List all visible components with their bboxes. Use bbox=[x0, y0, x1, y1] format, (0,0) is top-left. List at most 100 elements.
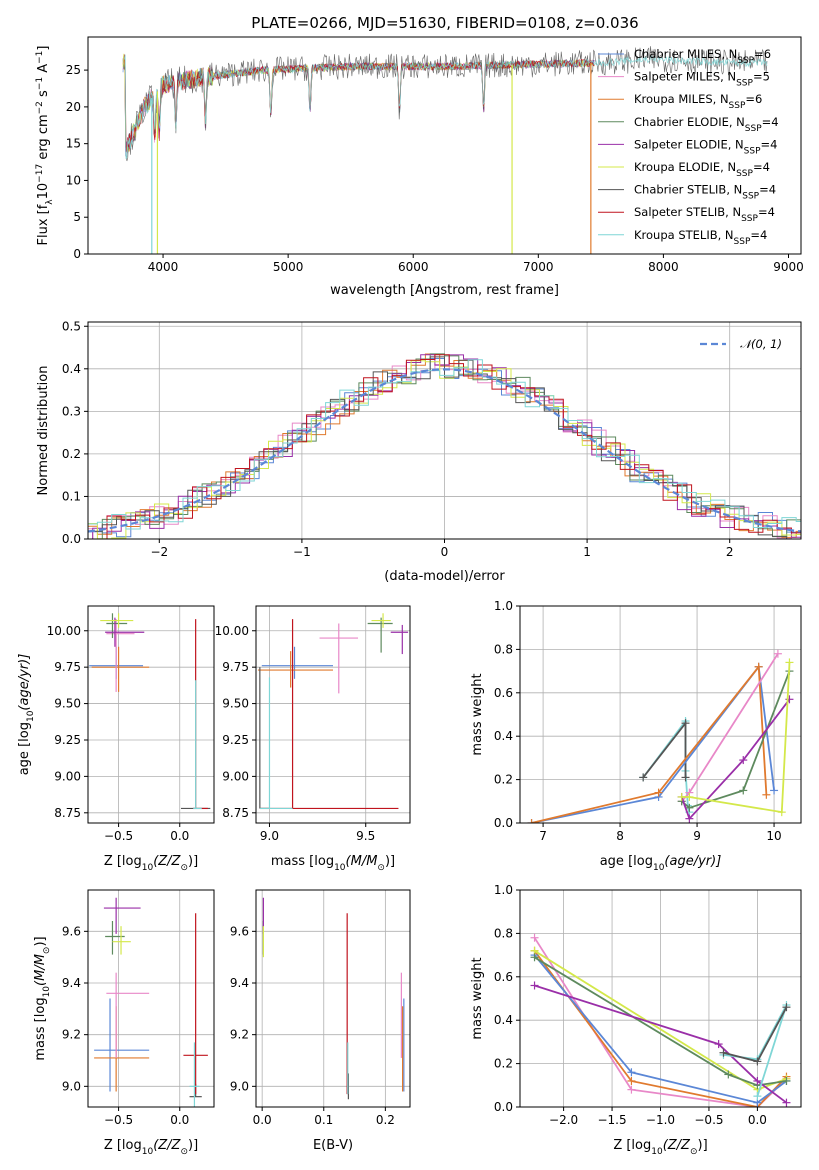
legend-entry-label-part: SSP bbox=[737, 56, 754, 66]
legend-entry-label: Salpeter MILES, NSSP=5 bbox=[634, 70, 770, 89]
weight-vs-Z-marker bbox=[714, 1040, 723, 1049]
weight-vs-age-marker bbox=[770, 786, 779, 795]
spectrum-ylabel-part: ] bbox=[36, 46, 51, 51]
histogram-legend-label: 𝒩(0, 1) bbox=[740, 337, 782, 351]
mass-vs-EBV-ytick-label: 9.0 bbox=[230, 1079, 249, 1093]
mass-vs-ebv-panel: 0.0 0.1 0.2 9.0 9.2 9.4 9.6 E(B-V) bbox=[230, 889, 411, 1153]
spectrum-ytick-label: 15 bbox=[66, 137, 81, 151]
mass-vs-Z-ylabel-part: 10 bbox=[42, 986, 52, 998]
spectrum-xtick-label: 7000 bbox=[523, 260, 554, 274]
spectrum-axes-frame bbox=[87, 36, 802, 255]
figure-title: PLATE=0266, MJD=51630, FIBERID=0108, z=0… bbox=[251, 14, 638, 32]
mass-vs-Z-ytick-label: 9.4 bbox=[62, 976, 81, 990]
weight-vs-age-marker bbox=[739, 786, 748, 795]
legend-entry-label-part: =4 bbox=[759, 183, 776, 197]
weight-vs-age-marker bbox=[685, 792, 694, 801]
legend-entry-label-part: =4 bbox=[750, 228, 767, 242]
age-vs-Z-ytick-label: 8.75 bbox=[54, 806, 81, 820]
legend-entry-label-part: =5 bbox=[753, 70, 770, 84]
spectrum-ylabel-part: erg cm bbox=[36, 114, 51, 163]
legend-entry-label-part: SSP bbox=[745, 124, 762, 134]
mass-vs-EBV-ytick-label: 9.2 bbox=[230, 1028, 249, 1042]
age-vs-Z-xtick-label: −0.5 bbox=[104, 829, 133, 843]
spectrum-ytick-label: 20 bbox=[66, 100, 81, 114]
spectrum-xlabel: wavelength [Angstrom, rest frame] bbox=[330, 283, 559, 298]
weight-vs-age-marker bbox=[739, 756, 748, 765]
age-vs-mass-points bbox=[257, 613, 409, 810]
weight-vs-Z-xtick-label: 0.0 bbox=[748, 1113, 767, 1127]
age-vs-mass-ytick-label: 8.75 bbox=[222, 806, 249, 820]
mass-vs-Z-ylabel-part: mass [log bbox=[33, 997, 48, 1060]
weight-vs-age-marker bbox=[677, 792, 686, 801]
legend-entry-label-part: Chabrier STELIB, N bbox=[634, 183, 742, 197]
weight-vs-Z-xlabel-part: )] bbox=[698, 1138, 708, 1153]
weight-vs-age-marker bbox=[527, 819, 536, 823]
mass-vs-EBV-axes-frame bbox=[255, 889, 411, 1108]
age-vs-Z-xlabel-part: (Z/Z bbox=[153, 854, 181, 869]
weight-vs-Z-xlabel: Z [log10(Z/Z⊙)] bbox=[613, 1138, 707, 1157]
age-vs-mass-errorbar-point bbox=[371, 613, 391, 628]
weight-vs-Z-marker bbox=[782, 1076, 791, 1085]
weight-vs-age-lines bbox=[527, 649, 794, 823]
mass-vs-EBV-points bbox=[262, 897, 405, 1100]
weight-vs-age-ytick-label: 0.2 bbox=[494, 773, 513, 787]
histogram-xtick-label: −2 bbox=[150, 545, 168, 559]
spectrum-ylabel-part: −2 bbox=[35, 101, 45, 114]
weight-vs-Z-xlabel-part: 10 bbox=[651, 1147, 663, 1157]
weight-vs-Z-marker bbox=[753, 1076, 762, 1085]
weight-vs-age-xlabel-part: (age/yr)] bbox=[664, 854, 721, 869]
histogram-xtick-label: −1 bbox=[293, 545, 311, 559]
legend-entry-label-part: Salpeter STELIB, N bbox=[634, 205, 741, 219]
spectrum-ytick-label: 0 bbox=[73, 247, 81, 261]
age-vs-Z-ytick-label: 9.25 bbox=[54, 733, 81, 747]
spectrum-ylabel-part: 10 bbox=[36, 183, 51, 200]
age-vs-Z-xlabel-part: )] bbox=[188, 854, 198, 869]
mass-vs-Z-errorbar-point bbox=[106, 972, 150, 1058]
spectrum-xtick-label: 4000 bbox=[148, 260, 179, 274]
legend-entry-label: Chabrier STELIB, NSSP=4 bbox=[634, 183, 776, 202]
legend-entry-label-part: =6 bbox=[754, 47, 771, 61]
age-vs-Z-errorbar-point bbox=[106, 619, 135, 692]
mass-vs-Z-points bbox=[94, 897, 208, 1107]
weight-vs-age-ytick-label: 0.4 bbox=[494, 729, 513, 743]
mass-vs-Z-xtick-label: −0.5 bbox=[104, 1113, 133, 1127]
histogram-ytick-label: 0.5 bbox=[62, 319, 81, 333]
weight-vs-Z-xlabel-part: (Z/Z bbox=[663, 1138, 691, 1153]
weight-vs-Z-xtick-label: −0.5 bbox=[694, 1113, 723, 1127]
age-vs-mass-errorbar-point bbox=[319, 623, 359, 694]
weight-vs-Z-xlabel-part: ⊙ bbox=[690, 1147, 698, 1157]
weight-vs-Z-xlabel-part: Z [log bbox=[613, 1138, 651, 1153]
histogram-series-7 bbox=[88, 354, 801, 539]
weight-vs-age-series-line bbox=[680, 698, 791, 821]
spectrum-ytick-label: 10 bbox=[66, 173, 81, 187]
legend-entry-label-part: SSP bbox=[741, 214, 758, 224]
histogram-ytick-label: 0.0 bbox=[62, 532, 81, 546]
age-vs-Z-ytick-label: 9.75 bbox=[54, 660, 81, 674]
mass-vs-EBV-xtick-label: 0.1 bbox=[314, 1113, 333, 1127]
mass-vs-EBV-ytick-label: 9.6 bbox=[230, 924, 249, 938]
age-vs-mass-xlabel-part: (M/M bbox=[346, 854, 378, 869]
weight-vs-age-xtick-label: 8 bbox=[616, 829, 624, 843]
legend-entry-label-part: Chabrier ELODIE, N bbox=[634, 115, 745, 129]
legend-entry-label-part: =4 bbox=[761, 137, 778, 151]
age-vs-mass-axes-frame bbox=[255, 605, 411, 824]
mass-vs-Z-xlabel-part: )] bbox=[188, 1138, 198, 1153]
weight-vs-Z-marker bbox=[719, 1048, 728, 1057]
legend-entry-label-part: =4 bbox=[753, 160, 770, 174]
mass-vs-EBV-xlabel: E(B-V) bbox=[313, 1138, 353, 1153]
legend-entry-label-part: SSP bbox=[744, 146, 761, 156]
legend-entry-label-part: SSP bbox=[729, 101, 746, 111]
weight-vs-age-xlabel-part: 10 bbox=[653, 863, 665, 873]
gaussian-curve bbox=[88, 368, 801, 533]
weight-vs-Z-marker bbox=[530, 981, 539, 990]
age-vs-Z-errorbar-point bbox=[91, 646, 150, 692]
mass-vs-Z-xlabel-part: (Z/Z bbox=[153, 1138, 181, 1153]
legend-entry-label-part: Kroupa STELIB, N bbox=[634, 228, 734, 242]
spectrum-xtick-label: 6000 bbox=[398, 260, 429, 274]
histogram-ytick-label: 0.4 bbox=[62, 362, 81, 376]
spectrum-ylabel-part: −1 bbox=[35, 77, 45, 90]
spectrum-panel: 4000 5000 6000 7000 8000 9000 0 5 10 15 20 25 wavele… bbox=[35, 36, 804, 298]
legend-entry-label-part: SSP bbox=[734, 237, 751, 247]
